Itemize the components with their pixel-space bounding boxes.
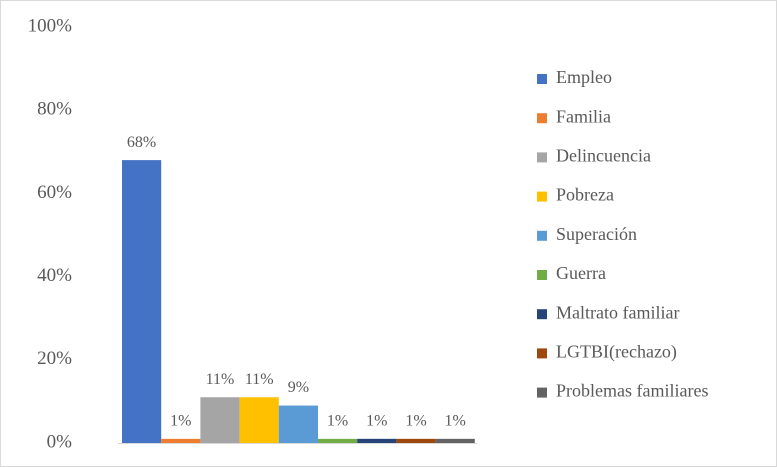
legend-swatch bbox=[537, 152, 547, 163]
legend-label: Superación bbox=[556, 224, 637, 244]
legend-swatch bbox=[537, 74, 547, 84]
data-label: 1% bbox=[366, 413, 387, 430]
legend-swatch bbox=[537, 348, 547, 359]
legend-label: Delincuencia bbox=[556, 146, 651, 166]
legend-swatch bbox=[537, 270, 547, 280]
y-tick-label: 0% bbox=[47, 431, 73, 452]
legend-swatch bbox=[537, 309, 547, 320]
bar bbox=[396, 438, 436, 443]
bar bbox=[318, 438, 358, 443]
bar bbox=[435, 438, 475, 443]
legend-label: Maltrato familiar bbox=[556, 302, 679, 322]
legend-swatch bbox=[537, 191, 547, 202]
legend-label: Guerra bbox=[556, 263, 606, 283]
data-label: 1% bbox=[445, 413, 466, 430]
legend-label: Problemas familiares bbox=[556, 381, 708, 401]
legend-swatch bbox=[537, 113, 547, 124]
data-label: 9% bbox=[288, 379, 309, 396]
y-tick-label: 100% bbox=[28, 15, 73, 36]
data-label: 1% bbox=[170, 413, 191, 430]
y-tick-label: 20% bbox=[37, 348, 72, 369]
bar bbox=[239, 397, 279, 443]
data-label: 11% bbox=[245, 371, 274, 388]
legend-label: LGTBI(rechazo) bbox=[556, 342, 677, 363]
legend-swatch bbox=[537, 230, 547, 241]
legend-label: Pobreza bbox=[556, 185, 614, 205]
y-tick-label: 60% bbox=[37, 182, 72, 203]
bar bbox=[122, 160, 162, 443]
y-tick-label: 80% bbox=[37, 99, 72, 120]
legend-label: Familia bbox=[556, 106, 611, 126]
data-label: 1% bbox=[405, 413, 426, 430]
bar bbox=[357, 438, 397, 443]
bar bbox=[200, 397, 240, 443]
data-label: 11% bbox=[206, 371, 235, 388]
bar bbox=[278, 405, 318, 443]
data-label: 1% bbox=[327, 413, 348, 430]
legend-label: Empleo bbox=[556, 67, 612, 87]
data-label: 68% bbox=[127, 134, 156, 151]
bar bbox=[161, 438, 201, 443]
legend-swatch bbox=[537, 387, 547, 398]
y-tick-label: 40% bbox=[37, 265, 72, 286]
